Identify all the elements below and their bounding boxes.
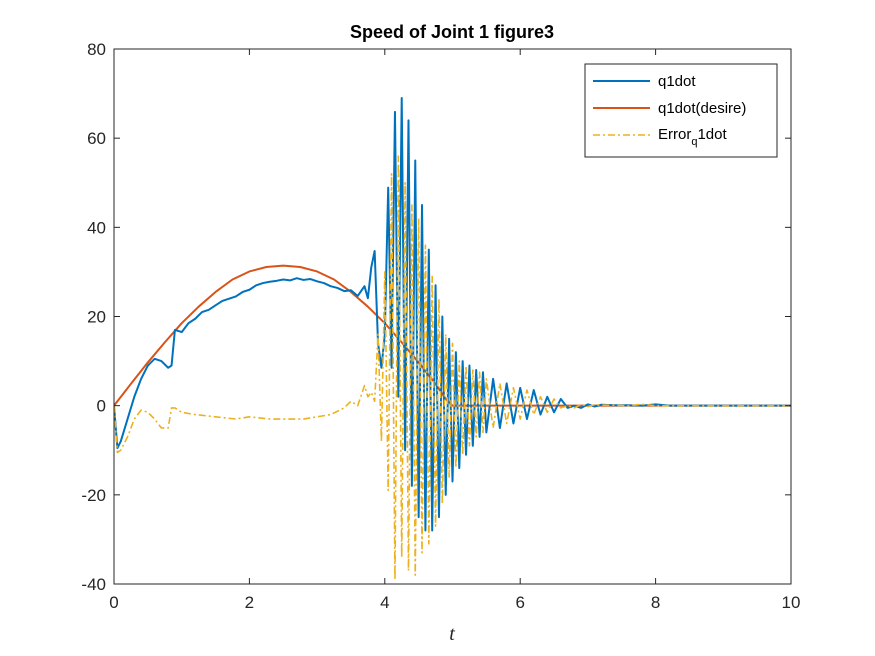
y-tick-label: -20 — [81, 486, 106, 505]
x-tick-label: 6 — [515, 593, 524, 612]
x-tick-label: 0 — [109, 593, 118, 612]
legend-error-subscript: q — [691, 136, 697, 148]
legend-label-desire: q1dot(desire) — [658, 100, 746, 117]
y-tick-label: 40 — [87, 218, 106, 237]
legend-label-error: Errorq1dot — [658, 126, 727, 148]
legend-error-main: Error — [658, 126, 691, 143]
x-tick-label: 2 — [245, 593, 254, 612]
y-tick-label: -40 — [81, 575, 106, 594]
series-line-error-q1dot — [114, 155, 791, 581]
x-tick-label: 10 — [782, 593, 801, 612]
series-layer — [114, 97, 791, 581]
chart-title: Speed of Joint 1 figure3 — [350, 22, 554, 42]
legend-label-q1dot: q1dot — [658, 73, 696, 90]
legend-error-tail: 1dot — [697, 126, 727, 143]
x-axis-label: t — [449, 623, 455, 645]
legend-box — [584, 63, 778, 158]
series-line-q1dot — [114, 97, 791, 532]
legend: q1dot q1dot(desire) Errorq1dot — [584, 63, 778, 158]
y-tick-label: 0 — [97, 397, 106, 416]
x-tick-label: 4 — [380, 593, 389, 612]
ticks-layer: 0 2 4 6 8 10 -40 -20 0 20 40 60 80 — [81, 40, 800, 612]
y-tick-label: 80 — [87, 40, 106, 59]
y-tick-label: 60 — [87, 129, 106, 148]
x-tick-label: 8 — [651, 593, 660, 612]
y-tick-label: 20 — [87, 308, 106, 327]
